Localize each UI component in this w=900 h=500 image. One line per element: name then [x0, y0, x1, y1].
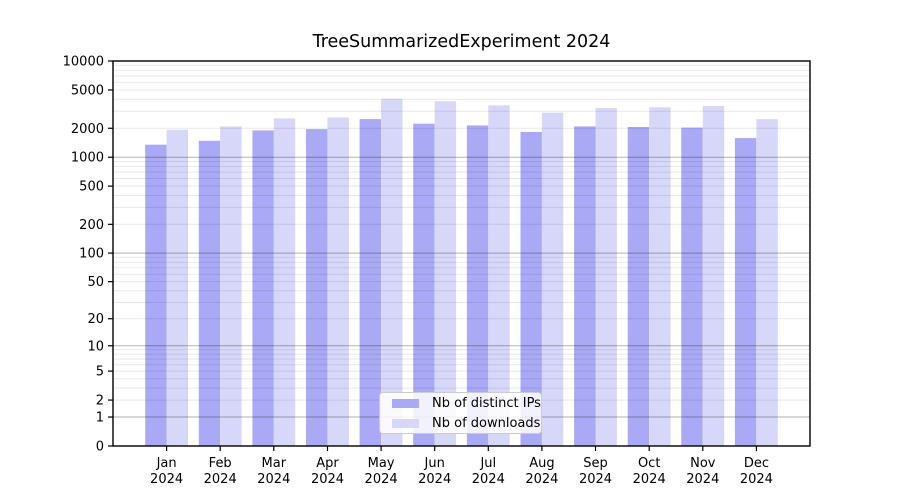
y-tick-label: 50: [87, 275, 104, 290]
chart-title: TreeSummarizedExperiment 2024: [312, 32, 611, 52]
legend-item-distinct-ips: Nb of distinct IPs: [388, 395, 541, 411]
gridlines: [113, 60, 810, 418]
x-tick-label: Aug 2024: [525, 456, 558, 487]
bar-downloads-dec: [756, 119, 778, 446]
y-tick-label: 200: [79, 218, 104, 233]
y-tick-label: 100: [79, 247, 104, 262]
bar-downloads-apr: [327, 117, 349, 446]
y-tick-label: 2000: [71, 122, 104, 137]
bar-distinct-ips-dec: [734, 138, 757, 446]
bar-downloads-nov: [702, 106, 725, 446]
y-tick-label: 20: [87, 312, 104, 327]
bar-distinct-ips-jun: [413, 123, 435, 446]
y-axis: 0 1 2 5 10 20 50 100 200 500 1000 2000 5000 10000: [63, 55, 113, 455]
bar-distinct-ips-apr: [306, 129, 328, 446]
legend-item-downloads: Nb of downloads: [388, 415, 540, 431]
x-tick-label: Nov 2024: [686, 456, 719, 487]
legend-swatch-downloads: [392, 418, 419, 428]
bar-downloads-aug: [541, 112, 564, 446]
bar-distinct-ips-may: [359, 119, 381, 446]
bar-distinct-ips-feb: [198, 140, 221, 447]
bar-distinct-ips-sep: [574, 126, 596, 447]
x-tick-label: Feb 2024: [204, 456, 237, 487]
legend: Nb of distinct IPs Nb of downloads: [379, 392, 542, 434]
bar-downloads-jul: [488, 105, 510, 447]
bars: [145, 98, 778, 447]
x-tick-label: Oct 2024: [633, 456, 666, 487]
y-tick-label: 2: [96, 394, 104, 409]
y-tick-label: 1000: [71, 151, 104, 166]
x-tick-label: Jun 2024: [418, 456, 451, 487]
bar-downloads-feb: [220, 126, 242, 447]
y-tick-label: 1: [96, 411, 104, 426]
x-tick-label: Sep 2024: [579, 456, 612, 487]
x-tick-label: Dec 2024: [740, 456, 773, 487]
y-tick-label: 500: [79, 180, 104, 195]
bar-downloads-jan: [166, 129, 188, 446]
bar-distinct-ips-jul: [466, 125, 489, 447]
legend-swatch-distinct-ips: [392, 398, 419, 408]
x-tick-label: Jul 2024: [472, 456, 505, 487]
y-tick-label: 5000: [71, 84, 104, 99]
y-tick-label: 0: [96, 440, 104, 455]
x-tick-label: Mar 2024: [257, 456, 290, 487]
bar-downloads-sep: [595, 108, 617, 446]
y-tick-label: 10: [87, 339, 104, 354]
bar-distinct-ips-oct: [627, 127, 650, 446]
bar-downloads-oct: [649, 107, 671, 447]
bar-distinct-ips-mar: [252, 130, 274, 446]
bar-downloads-mar: [273, 118, 296, 447]
bar-distinct-ips-nov: [681, 127, 703, 446]
x-tick-label: Jan 2024: [150, 456, 183, 487]
y-tick-label: 5: [96, 365, 104, 380]
x-axis: Jan 2024 Feb 2024 Mar 2024 Apr 2024 May 2024 Jun 20…: [150, 446, 773, 487]
bar-downloads-jun: [434, 101, 457, 446]
bar-distinct-ips-aug: [520, 132, 542, 446]
legend-label-downloads: Nb of downloads: [432, 415, 541, 431]
legend-label-distinct-ips: Nb of distinct IPs: [432, 395, 541, 411]
x-tick-label: May 2024: [365, 456, 398, 487]
bar-distinct-ips-jan: [145, 144, 167, 446]
x-tick-label: Apr 2024: [311, 456, 344, 487]
bar-downloads-may: [381, 98, 403, 447]
y-tick-label: 10000: [63, 55, 104, 70]
